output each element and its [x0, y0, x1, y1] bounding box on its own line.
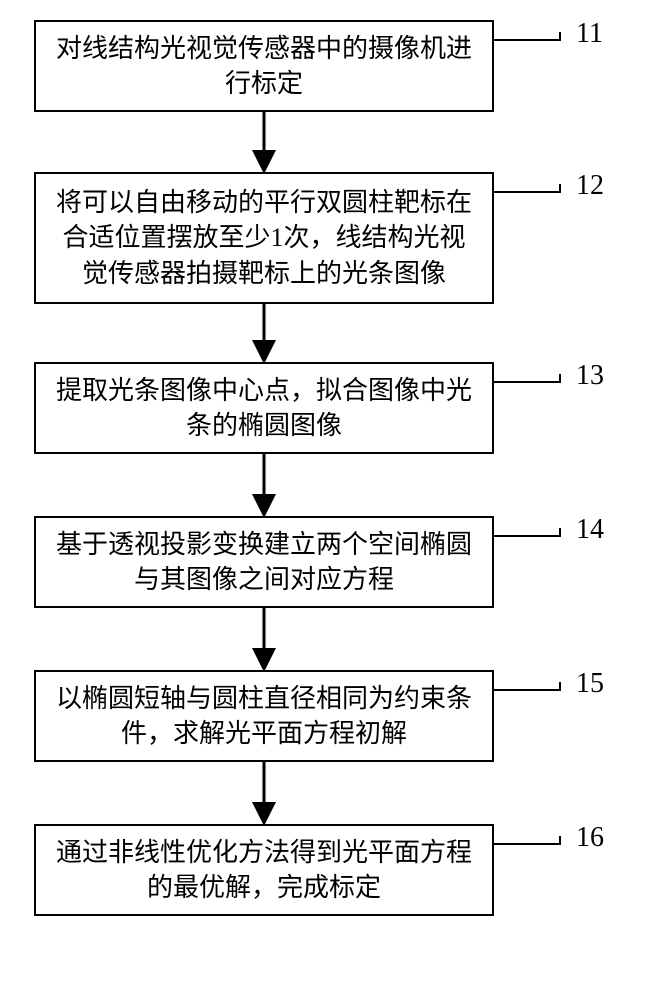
- flow-connectors: [0, 0, 657, 1000]
- leader-1: [494, 32, 560, 40]
- flowchart-canvas: 对线结构光视觉传感器中的摄像机进行标定 11 将可以自由移动的平行双圆柱靶标在合…: [0, 0, 657, 1000]
- leader-2: [494, 184, 560, 192]
- leader-6: [494, 836, 560, 844]
- leader-3: [494, 374, 560, 382]
- leader-5: [494, 682, 560, 690]
- leader-4: [494, 528, 560, 536]
